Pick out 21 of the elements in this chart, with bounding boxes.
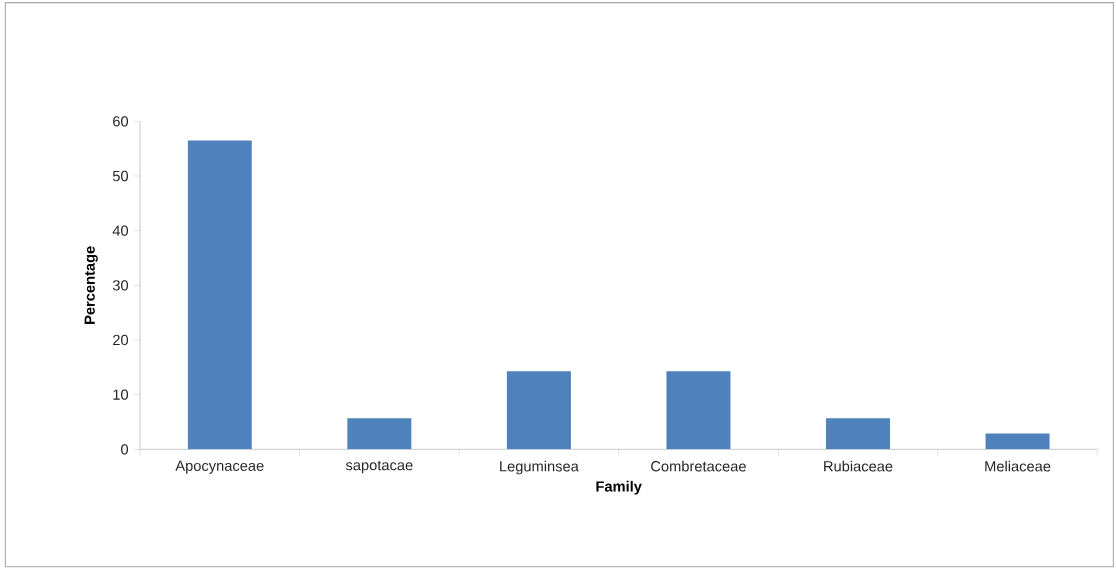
x-axis-title: Family <box>596 480 642 495</box>
y-tick-label: 30 <box>112 280 129 291</box>
bar <box>506 371 571 450</box>
x-tick-label: sapotacae <box>345 460 413 474</box>
bar <box>826 418 890 450</box>
x-tick-label: Meliaceae <box>985 460 1051 472</box>
y-axis-title: Percentage <box>84 246 98 324</box>
x-tick-label: Apocynaceae <box>175 460 264 474</box>
y-tick-label: 10 <box>113 389 129 400</box>
x-tick-label: Leguminsea <box>500 460 579 475</box>
bar <box>985 433 1050 450</box>
bar <box>187 140 252 450</box>
y-tick-label: 20 <box>113 334 129 346</box>
x-tick-label: Combretaceae <box>651 460 746 472</box>
x-tick-label: Rubiaceae <box>824 460 893 472</box>
bar <box>666 371 731 450</box>
bar <box>347 418 412 450</box>
y-tick-label: 60 <box>113 116 129 127</box>
y-tick-label: 40 <box>112 225 129 236</box>
y-tick-label: 0 <box>121 443 129 455</box>
y-tick-label: 50 <box>112 170 129 182</box>
